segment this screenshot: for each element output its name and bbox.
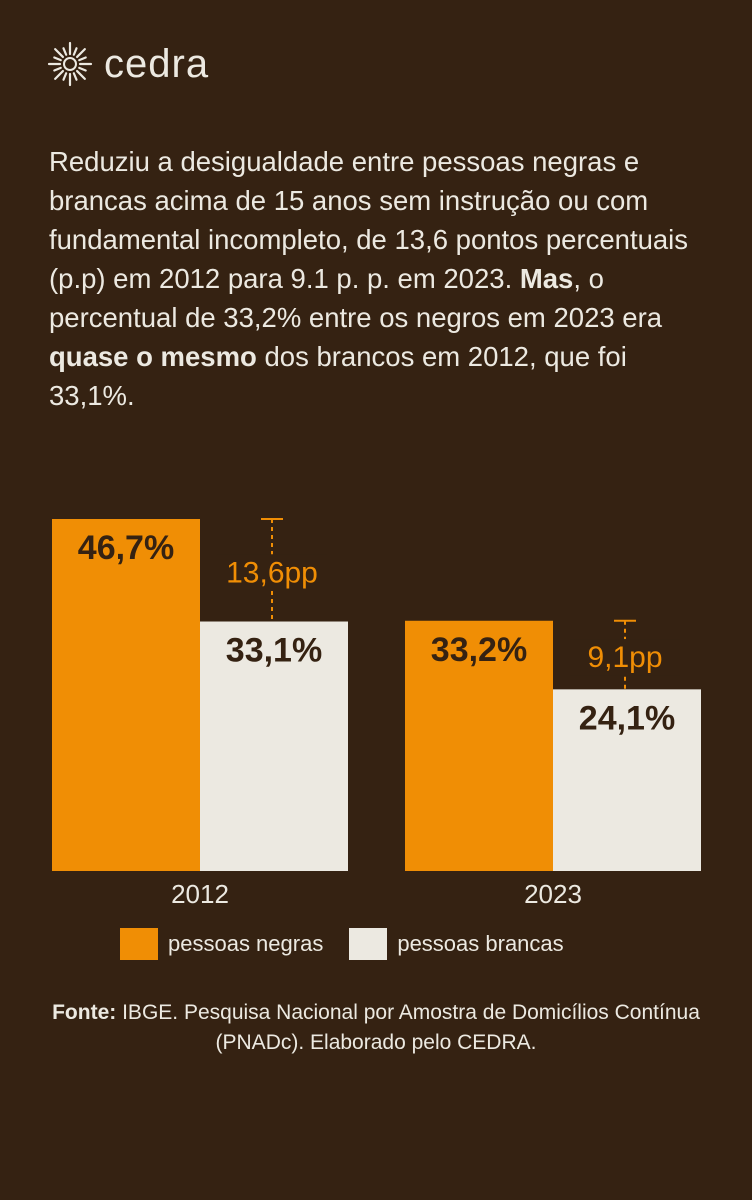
legend-item-brancas: pessoas brancas	[349, 928, 564, 960]
source-note: Fonte: IBGE. Pesquisa Nacional por Amost…	[30, 998, 722, 1058]
brand-logo: cedra	[46, 40, 209, 88]
data-label-brancas-2012: 33,1%	[226, 632, 322, 670]
intro-bold-2: quase o mesmo	[49, 341, 257, 372]
gap-label-bg-2023	[570, 639, 680, 676]
logo-ray	[72, 47, 78, 56]
chart-legend: pessoas negras pessoas brancas	[120, 928, 590, 960]
gap-label-2023: 9,1pp	[587, 641, 662, 674]
logo-ray	[54, 48, 65, 59]
brand-name: cedra	[104, 41, 210, 86]
source-text: IBGE. Pesquisa Nacional por Amostra de D…	[116, 1001, 700, 1054]
gap-label-2012: 13,6pp	[226, 556, 318, 589]
legend-swatch-brancas	[349, 928, 388, 960]
sun-burst-icon	[47, 41, 93, 87]
logo-ray	[78, 56, 87, 62]
bar-brancas-2012	[200, 621, 348, 871]
intro-text-3: dos brancos em 2012, que foi 33,1%.	[49, 341, 627, 411]
logo-ray	[75, 69, 86, 80]
bar-brancas-2023	[553, 689, 701, 871]
intro-bold-1: Mas	[519, 263, 574, 294]
legend-item-negras: pessoas negras	[120, 928, 323, 960]
logo-ray	[75, 48, 86, 59]
data-label-negras-2012: 46,7%	[78, 529, 174, 567]
bar-negras-2012	[52, 519, 200, 871]
logo-ray	[78, 66, 87, 72]
intro-paragraph: Reduziu a desigualdade entre pessoas neg…	[49, 142, 719, 415]
x-tick-label-2023: 2023	[524, 879, 582, 909]
x-tick-label-2012: 2012	[171, 879, 229, 909]
legend-label-brancas: pessoas brancas	[397, 931, 564, 956]
legend-label-negras: pessoas negras	[168, 931, 324, 956]
bar-negras-2023	[405, 620, 553, 871]
logo-ray	[72, 72, 78, 81]
intro-text-2: , o percentual de 33,2% entre os negros …	[49, 263, 663, 333]
data-label-negras-2023: 33,2%	[431, 631, 527, 669]
source-label: Fonte:	[52, 1001, 117, 1024]
data-label-brancas-2023: 24,1%	[579, 699, 675, 737]
intro-text-1: Reduziu a desigualdade entre pessoas neg…	[49, 146, 689, 294]
logo-ray	[53, 66, 62, 72]
gap-label-bg-2012	[217, 554, 327, 591]
logo-ray	[53, 56, 62, 62]
legend-swatch-negras	[120, 928, 158, 960]
logo-ray	[62, 72, 68, 81]
logo-ray	[54, 69, 65, 80]
logo-ray	[62, 47, 68, 56]
